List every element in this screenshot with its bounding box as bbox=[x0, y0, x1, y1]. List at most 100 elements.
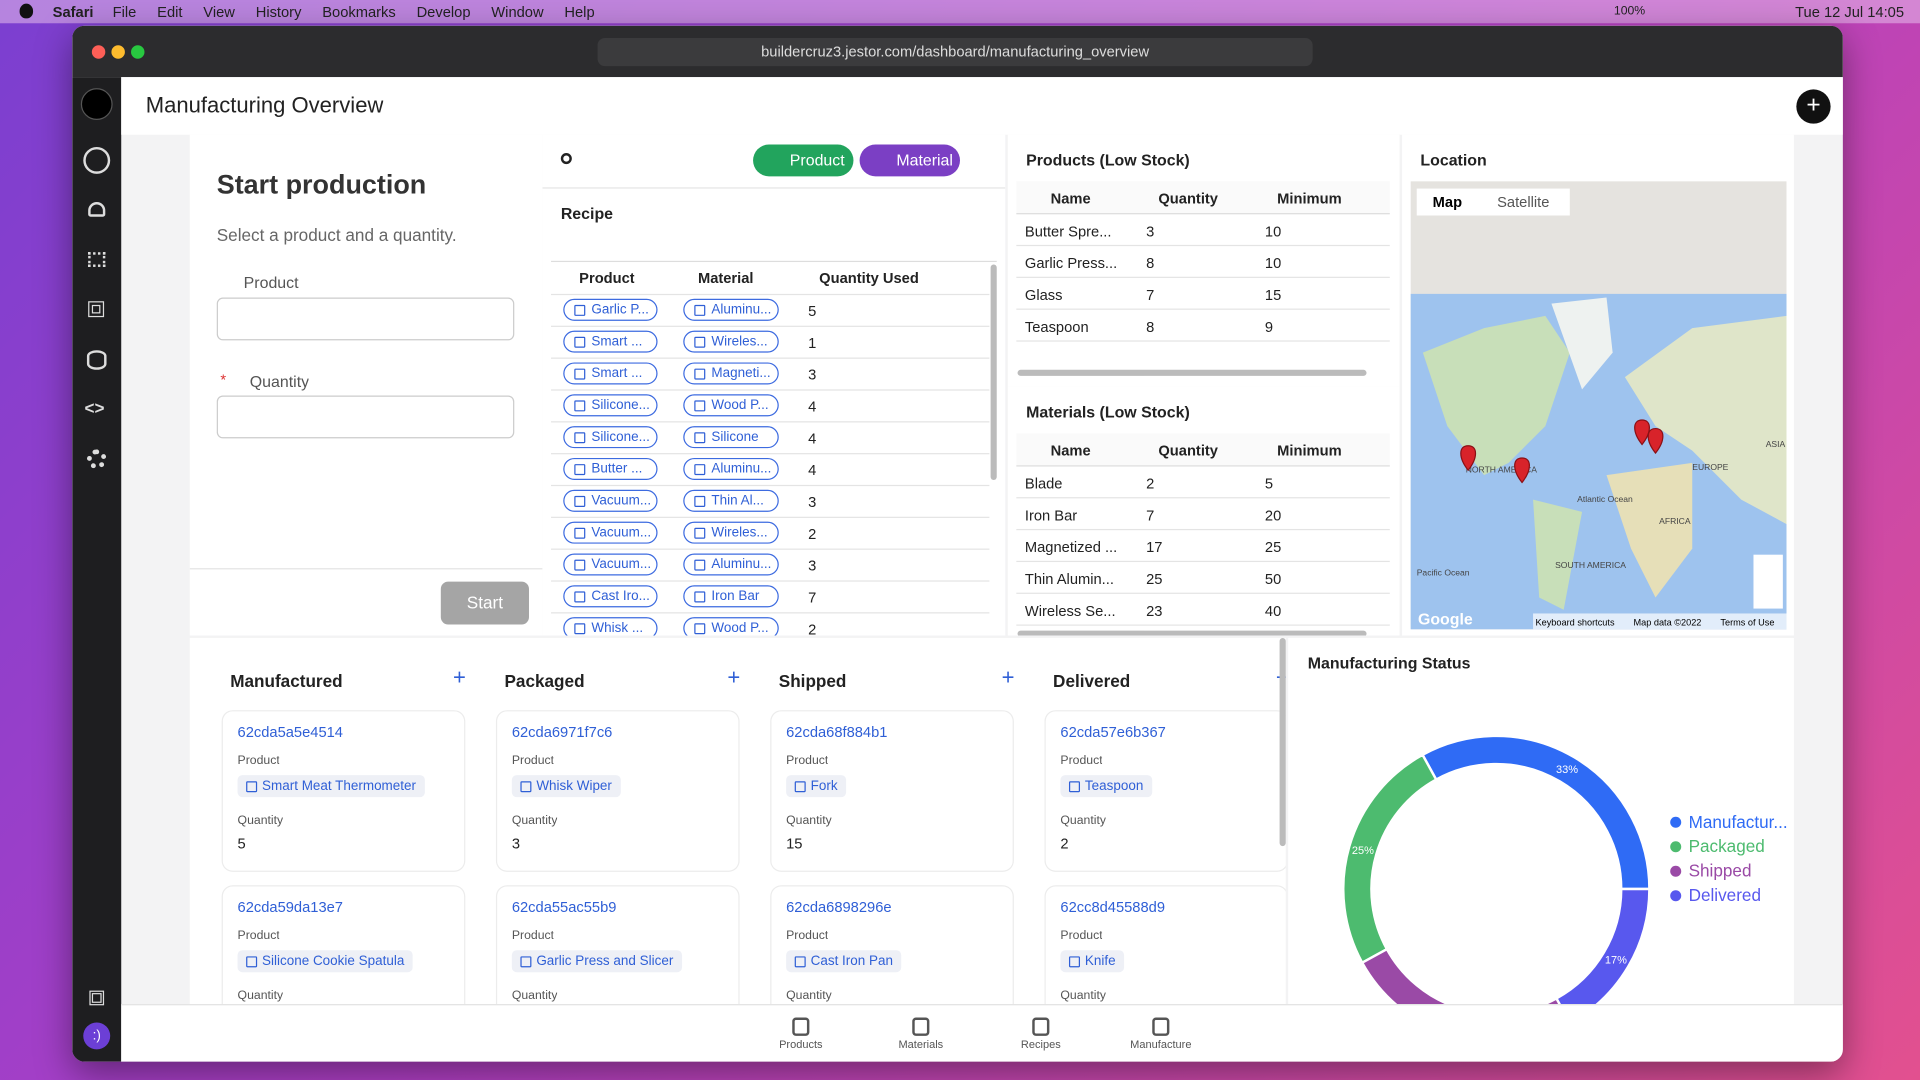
apple-logo[interactable] bbox=[19, 3, 34, 19]
filter-button[interactable]: Material bbox=[859, 144, 961, 177]
close-button[interactable] bbox=[91, 45, 106, 59]
address-bar[interactable]: buildercruz3.jestor.com/dashboard/manufa… bbox=[597, 37, 1313, 67]
quantity-input[interactable] bbox=[216, 395, 515, 439]
product-chip[interactable]: Teaspoon bbox=[1060, 775, 1152, 798]
product-chip[interactable]: Smart ... bbox=[563, 362, 658, 385]
table-cell: 7 bbox=[1146, 506, 1155, 525]
material-chip[interactable]: Wood P... bbox=[683, 394, 779, 417]
product-chip[interactable]: Whisk ... bbox=[563, 617, 658, 636]
nav-item[interactable]: Recipes bbox=[1004, 1017, 1077, 1051]
add-button[interactable]: + bbox=[1796, 89, 1831, 124]
menu-item[interactable]: Edit bbox=[157, 3, 183, 21]
map-tab: Map bbox=[1433, 195, 1462, 211]
card[interactable]: 62cda6971f7c6 Product Whisk Wiper Quantity 3 bbox=[497, 711, 739, 871]
card[interactable]: 62cda55ac55b9 Product Garlic Press and Sli… bbox=[497, 886, 739, 1005]
add-card-button[interactable]: + bbox=[727, 664, 741, 690]
material-chip[interactable]: Iron Bar bbox=[683, 585, 779, 608]
table-cell: 25 bbox=[1264, 538, 1282, 556]
avatar[interactable]: :) bbox=[83, 1022, 111, 1050]
legend-item[interactable]: Manufactur... bbox=[1670, 812, 1788, 831]
card[interactable]: 62cda57e6b367 Product Teaspoon Quantity 2 bbox=[1045, 711, 1286, 871]
product-chip[interactable]: Vacuum... bbox=[563, 521, 658, 544]
product-chip[interactable]: Knife bbox=[1060, 950, 1125, 973]
settings-icon[interactable] bbox=[86, 449, 107, 469]
product-chip[interactable]: Silicone... bbox=[563, 394, 658, 417]
app-name[interactable]: Safari bbox=[52, 3, 94, 21]
material-chip[interactable]: Aluminu... bbox=[683, 553, 779, 576]
product-chip[interactable]: Fork bbox=[786, 775, 847, 798]
zoom-button[interactable] bbox=[131, 45, 145, 59]
product-chip[interactable]: Garlic Press and Slicer bbox=[511, 950, 682, 973]
product-chip[interactable]: Vacuum... bbox=[563, 489, 658, 512]
product-chip[interactable]: Whisk Wiper bbox=[511, 775, 621, 798]
legend-item[interactable]: Packaged bbox=[1670, 836, 1787, 856]
users-icon[interactable] bbox=[88, 202, 106, 217]
filter-button[interactable]: Product bbox=[753, 144, 854, 177]
product-select[interactable] bbox=[216, 297, 515, 341]
material-chip[interactable]: Aluminu... bbox=[683, 457, 779, 481]
grid-icon[interactable] bbox=[89, 990, 105, 1006]
tasks-icon[interactable] bbox=[83, 146, 111, 174]
product-chip[interactable]: Silicone... bbox=[563, 426, 658, 449]
card[interactable]: 62cda6898296e Product Cast Iron Pan Quantit… bbox=[771, 886, 1013, 1005]
product-chip[interactable]: Smart Meat Thermometer bbox=[237, 775, 425, 798]
add-card-button[interactable]: + bbox=[453, 664, 466, 690]
clock[interactable]: Tue 12 Jul 14:05 bbox=[1795, 3, 1905, 21]
h-scrollbar bbox=[1017, 630, 1367, 636]
slice-label: 17% bbox=[1605, 954, 1627, 966]
product-chip[interactable]: Butter ... bbox=[563, 457, 658, 481]
product-chip[interactable]: Smart ... bbox=[563, 330, 658, 353]
menu-item[interactable]: Develop bbox=[416, 3, 471, 21]
nav-label: Manufacture bbox=[1130, 1038, 1192, 1051]
legend-item[interactable]: Delivered bbox=[1670, 885, 1787, 905]
add-card-button[interactable]: + bbox=[1001, 664, 1015, 690]
material-chip[interactable]: Wood P... bbox=[683, 617, 779, 636]
quantity-cell: 2 bbox=[808, 620, 817, 636]
row-line bbox=[1016, 244, 1390, 247]
material-chip[interactable]: Thin Al... bbox=[683, 489, 779, 512]
product-chip[interactable]: Vacuum... bbox=[563, 553, 658, 576]
map-attribution: Terms of Use bbox=[1720, 618, 1774, 628]
integrations-icon[interactable] bbox=[88, 252, 106, 267]
battery[interactable]: 100% bbox=[1613, 4, 1646, 19]
material-chip[interactable]: Silicone bbox=[683, 426, 779, 449]
quantity-cell: 4 bbox=[808, 397, 817, 416]
product-wrap: Silicone Cookie Spatula bbox=[237, 950, 413, 973]
map-pin bbox=[1514, 457, 1530, 484]
menu-item[interactable]: Bookmarks bbox=[322, 3, 396, 21]
menu-item[interactable]: File bbox=[112, 3, 137, 21]
product-chip[interactable]: Cast Iron Pan bbox=[786, 950, 902, 973]
material-chip[interactable]: Magneti... bbox=[683, 362, 779, 385]
material-chip[interactable]: Wireles... bbox=[683, 521, 779, 544]
menu-item[interactable]: Help bbox=[564, 3, 595, 21]
nav-item[interactable]: Manufacture bbox=[1124, 1017, 1197, 1051]
product-chip[interactable]: Garlic P... bbox=[563, 298, 658, 321]
material-chip[interactable]: Aluminu... bbox=[683, 298, 779, 321]
card[interactable]: 62cc8d45588d9 Product Knife Quantity bbox=[1045, 886, 1286, 1005]
start-button[interactable]: Start bbox=[440, 581, 529, 625]
field-label: Product bbox=[511, 754, 555, 768]
legend-item[interactable]: Shipped bbox=[1670, 861, 1787, 880]
app-header: Manufacturing Overview + bbox=[121, 77, 1843, 135]
product-chip[interactable]: Silicone Cookie Spatula bbox=[237, 950, 413, 973]
material-chip[interactable]: Wireles... bbox=[683, 330, 779, 353]
minimize-button[interactable] bbox=[111, 45, 125, 59]
table-header-bg bbox=[1016, 433, 1390, 467]
database-icon[interactable] bbox=[86, 350, 107, 370]
table-cell: 40 bbox=[1264, 602, 1282, 620]
menu-item[interactable]: Window bbox=[491, 3, 544, 21]
apps-icon[interactable] bbox=[88, 301, 105, 318]
search-icon[interactable] bbox=[560, 153, 572, 165]
card[interactable]: 62cda68f884b1 Product Fork Quantity 15 bbox=[771, 711, 1013, 871]
product-chip[interactable]: Cast Iro... bbox=[563, 585, 658, 608]
menu-item[interactable]: History bbox=[255, 3, 302, 21]
card[interactable]: 62cda5a5e4514 Product Smart Meat Thermomet… bbox=[222, 711, 465, 871]
logo[interactable] bbox=[80, 88, 113, 121]
code-icon[interactable]: <> bbox=[84, 397, 105, 418]
nav-item[interactable]: Products bbox=[764, 1017, 837, 1051]
card-id: 62cc8d45588d9 bbox=[1060, 898, 1166, 916]
row-line bbox=[551, 453, 990, 455]
nav-item[interactable]: Materials bbox=[884, 1017, 957, 1051]
card[interactable]: 62cda59da13e7 Product Silicone Cookie Spat… bbox=[222, 886, 465, 1005]
menu-item[interactable]: View bbox=[203, 3, 235, 21]
